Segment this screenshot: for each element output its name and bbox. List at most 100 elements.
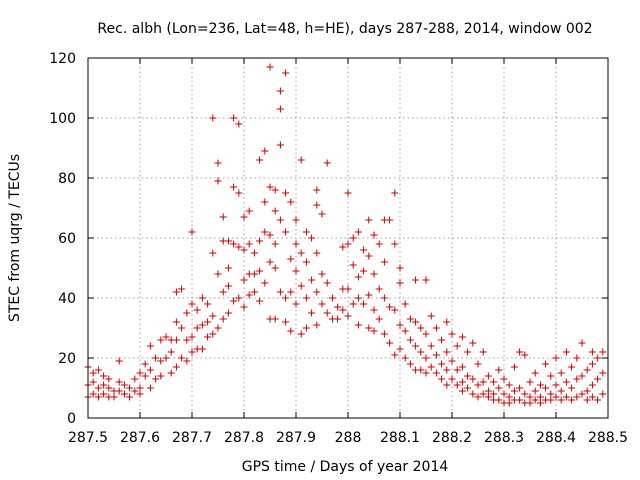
- y-tick-label: 40: [58, 291, 76, 307]
- data-point: [162, 354, 170, 362]
- data-point: [282, 294, 290, 302]
- data-point: [344, 312, 352, 320]
- data-point: [552, 354, 560, 362]
- data-point: [261, 279, 269, 287]
- data-point: [302, 228, 310, 236]
- data-point: [313, 201, 321, 209]
- data-point: [256, 297, 264, 305]
- data-point: [464, 348, 472, 356]
- data-point: [417, 324, 425, 332]
- data-point: [240, 276, 248, 284]
- data-point: [250, 288, 258, 296]
- data-point: [292, 300, 300, 308]
- data-point: [583, 387, 591, 395]
- data-point: [167, 348, 175, 356]
- x-tick-label: 288.1: [380, 430, 420, 446]
- data-point: [89, 378, 97, 386]
- data-points: [84, 63, 607, 407]
- data-point: [152, 375, 160, 383]
- data-point: [297, 282, 305, 290]
- data-point: [240, 246, 248, 254]
- data-point: [349, 234, 357, 242]
- data-point: [594, 396, 602, 404]
- data-point: [172, 363, 180, 371]
- x-axis-label: GPS time / Days of year 2014: [242, 459, 449, 475]
- data-point: [266, 231, 274, 239]
- data-point: [230, 183, 238, 191]
- data-point: [588, 381, 596, 389]
- data-point: [469, 339, 477, 347]
- data-point: [448, 357, 456, 365]
- data-point: [198, 294, 206, 302]
- data-point: [245, 207, 253, 215]
- data-point: [209, 114, 217, 122]
- data-point: [370, 231, 378, 239]
- data-point: [578, 372, 586, 380]
- data-point: [209, 249, 217, 257]
- data-point: [334, 315, 342, 323]
- data-point: [443, 381, 451, 389]
- data-point: [235, 294, 243, 302]
- data-point: [344, 285, 352, 293]
- data-point: [100, 372, 108, 380]
- data-point: [562, 348, 570, 356]
- data-point: [573, 375, 581, 383]
- data-point: [365, 252, 373, 260]
- data-point: [313, 186, 321, 194]
- data-point: [209, 312, 217, 320]
- data-point: [89, 390, 97, 398]
- data-point: [250, 270, 258, 278]
- data-point: [396, 264, 404, 272]
- data-point: [271, 315, 279, 323]
- data-point: [417, 366, 425, 374]
- data-point: [505, 399, 513, 407]
- data-point: [557, 387, 565, 395]
- data-point: [484, 372, 492, 380]
- data-point: [136, 390, 144, 398]
- data-point: [115, 378, 123, 386]
- data-point: [266, 258, 274, 266]
- data-point: [323, 279, 331, 287]
- x-tick-label: 287.8: [224, 430, 264, 446]
- data-point: [495, 396, 503, 404]
- data-point: [157, 372, 165, 380]
- data-point: [510, 387, 518, 395]
- data-point: [599, 348, 607, 356]
- data-point: [474, 381, 482, 389]
- data-point: [432, 351, 440, 359]
- data-point: [536, 381, 544, 389]
- data-point: [302, 324, 310, 332]
- grid-lines: [88, 58, 608, 418]
- data-point: [370, 306, 378, 314]
- data-point: [360, 246, 368, 254]
- data-point: [354, 228, 362, 236]
- data-point: [230, 114, 238, 122]
- data-point: [339, 306, 347, 314]
- data-point: [458, 363, 466, 371]
- data-point: [323, 309, 331, 317]
- data-point: [406, 315, 414, 323]
- data-point: [178, 354, 186, 362]
- data-point: [198, 321, 206, 329]
- data-point: [94, 384, 102, 392]
- x-tick-labels: 287.5 287.6 287.7 287.8 287.9 288 288.1 288.2 28…: [68, 430, 628, 446]
- data-point: [89, 369, 97, 377]
- data-point: [297, 249, 305, 257]
- y-tick-label: 100: [49, 111, 76, 127]
- data-point: [282, 318, 290, 326]
- data-point: [432, 369, 440, 377]
- data-point: [318, 210, 326, 218]
- data-point: [391, 240, 399, 248]
- data-point: [204, 333, 212, 341]
- data-point: [573, 393, 581, 401]
- data-point: [453, 381, 461, 389]
- data-point: [214, 324, 222, 332]
- data-point: [401, 300, 409, 308]
- data-point: [141, 360, 149, 368]
- data-point: [313, 249, 321, 257]
- data-point: [453, 342, 461, 350]
- data-point: [100, 381, 108, 389]
- data-point: [271, 264, 279, 272]
- data-point: [183, 336, 191, 344]
- data-point: [386, 303, 394, 311]
